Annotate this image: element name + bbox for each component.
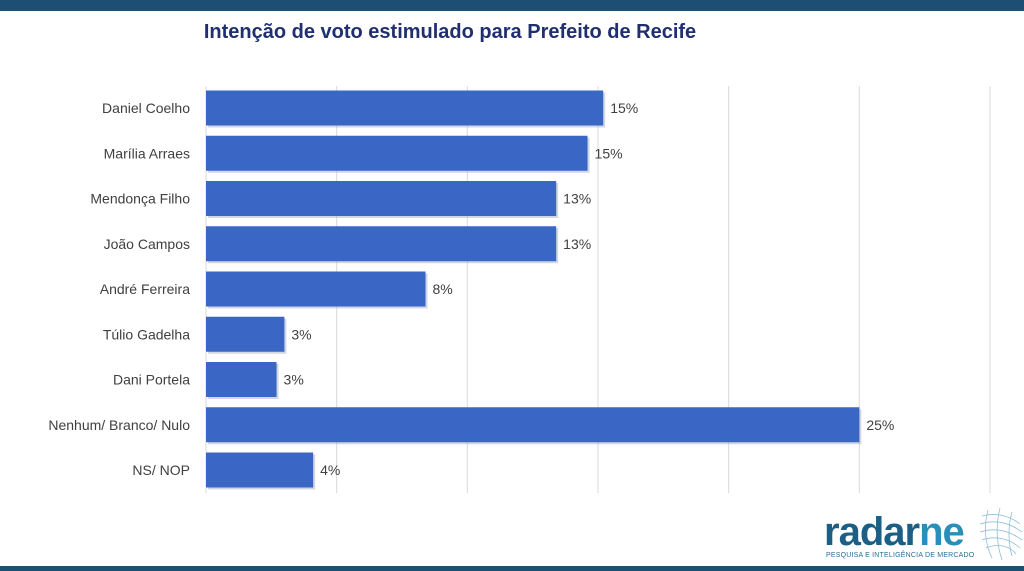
globe-icon <box>979 507 1023 561</box>
bar <box>206 90 604 126</box>
category-label: Daniel Coelho <box>102 100 190 116</box>
value-label: 13% <box>563 236 591 252</box>
bar <box>206 226 557 262</box>
value-label: 3% <box>291 326 311 342</box>
category-label: Túlio Gadelha <box>103 326 190 342</box>
value-label: 25% <box>866 417 894 433</box>
logo-word-main: radar <box>824 510 920 554</box>
bar <box>206 452 314 488</box>
bar <box>206 271 426 307</box>
category-label: Mendonça Filho <box>90 191 190 207</box>
value-label: 15% <box>595 145 623 161</box>
category-label: João Campos <box>104 236 190 252</box>
bar <box>206 316 285 352</box>
value-label: 4% <box>320 462 340 478</box>
bar <box>206 135 588 171</box>
value-label: 8% <box>433 281 453 297</box>
bottom-band <box>0 566 1024 571</box>
category-label: Marília Arraes <box>104 145 190 161</box>
value-label: 13% <box>563 191 591 207</box>
radarne-logo: radarne PESQUISA E INTELIGÊNCIA DE MERCA… <box>824 507 1024 566</box>
bar <box>206 407 860 443</box>
chart-title: Intenção de voto estimulado para Prefeit… <box>203 21 697 43</box>
category-label: Nenhum/ Branco/ Nulo <box>48 417 190 433</box>
value-label: 15% <box>610 100 638 116</box>
bar <box>206 181 557 216</box>
top-band <box>0 0 1024 11</box>
category-label: Dani Portela <box>113 372 190 388</box>
category-label: André Ferreira <box>100 281 190 297</box>
category-label: NS/ NOP <box>132 462 190 478</box>
logo-tagline: PESQUISA E INTELIGÊNCIA DE MERCADO <box>826 552 975 559</box>
bar <box>206 362 277 397</box>
value-label: 3% <box>284 372 304 388</box>
logo-word-accent: ne <box>919 510 965 554</box>
logo-wordmark: radarne <box>824 510 965 554</box>
